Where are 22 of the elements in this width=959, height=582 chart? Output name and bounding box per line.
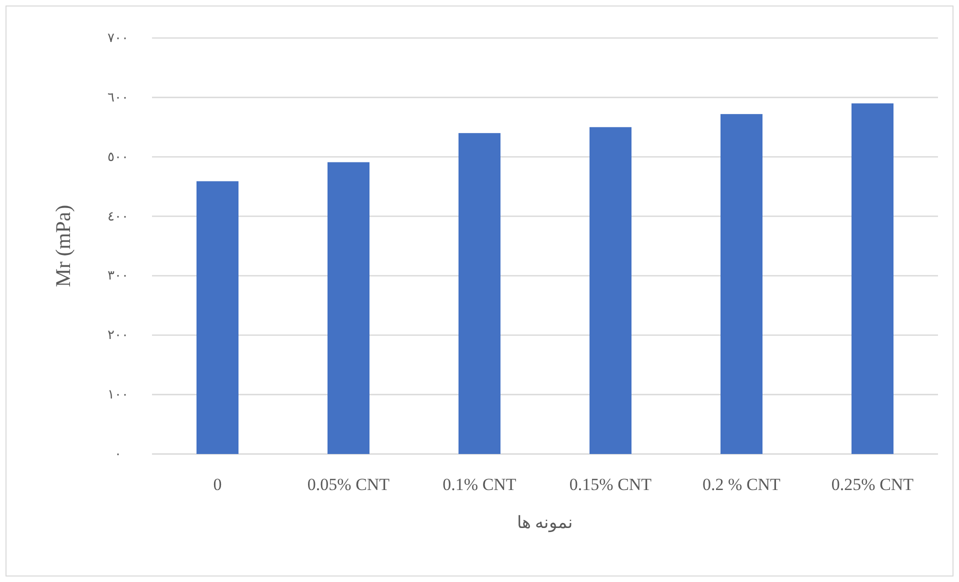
y-tick-label: ٠ — [114, 446, 122, 461]
y-tick-label: ٢٠٠ — [108, 327, 128, 342]
y-tick-label: ٦٠٠ — [108, 89, 128, 104]
bar — [328, 162, 370, 454]
y-tick-label: ٤٠٠ — [108, 208, 128, 224]
y-tick-label: ٥٠٠ — [108, 148, 128, 164]
y-tick-label: ١٠٠ — [108, 386, 128, 402]
x-tick-label: 0.25% CNT — [831, 475, 914, 494]
bar — [590, 127, 632, 454]
y-tick-label: ٣٠٠ — [108, 268, 128, 283]
y-axis-title: Mr (mPa) — [51, 204, 75, 288]
y-tick-label: ٧٠٠ — [108, 30, 128, 45]
x-tick-label: 0.2 % CNT — [702, 475, 782, 494]
bar — [720, 114, 762, 454]
x-tick-label: 0 — [213, 475, 222, 494]
bar — [196, 181, 238, 454]
x-tick-label: 0.15% CNT — [569, 475, 652, 494]
x-tick-label: 0.05% CNT — [307, 475, 390, 494]
bar — [458, 133, 500, 454]
x-tick-label: 0.1% CNT — [442, 475, 517, 494]
x-axis-title: نمونه ها — [516, 513, 574, 533]
bar — [852, 103, 894, 454]
